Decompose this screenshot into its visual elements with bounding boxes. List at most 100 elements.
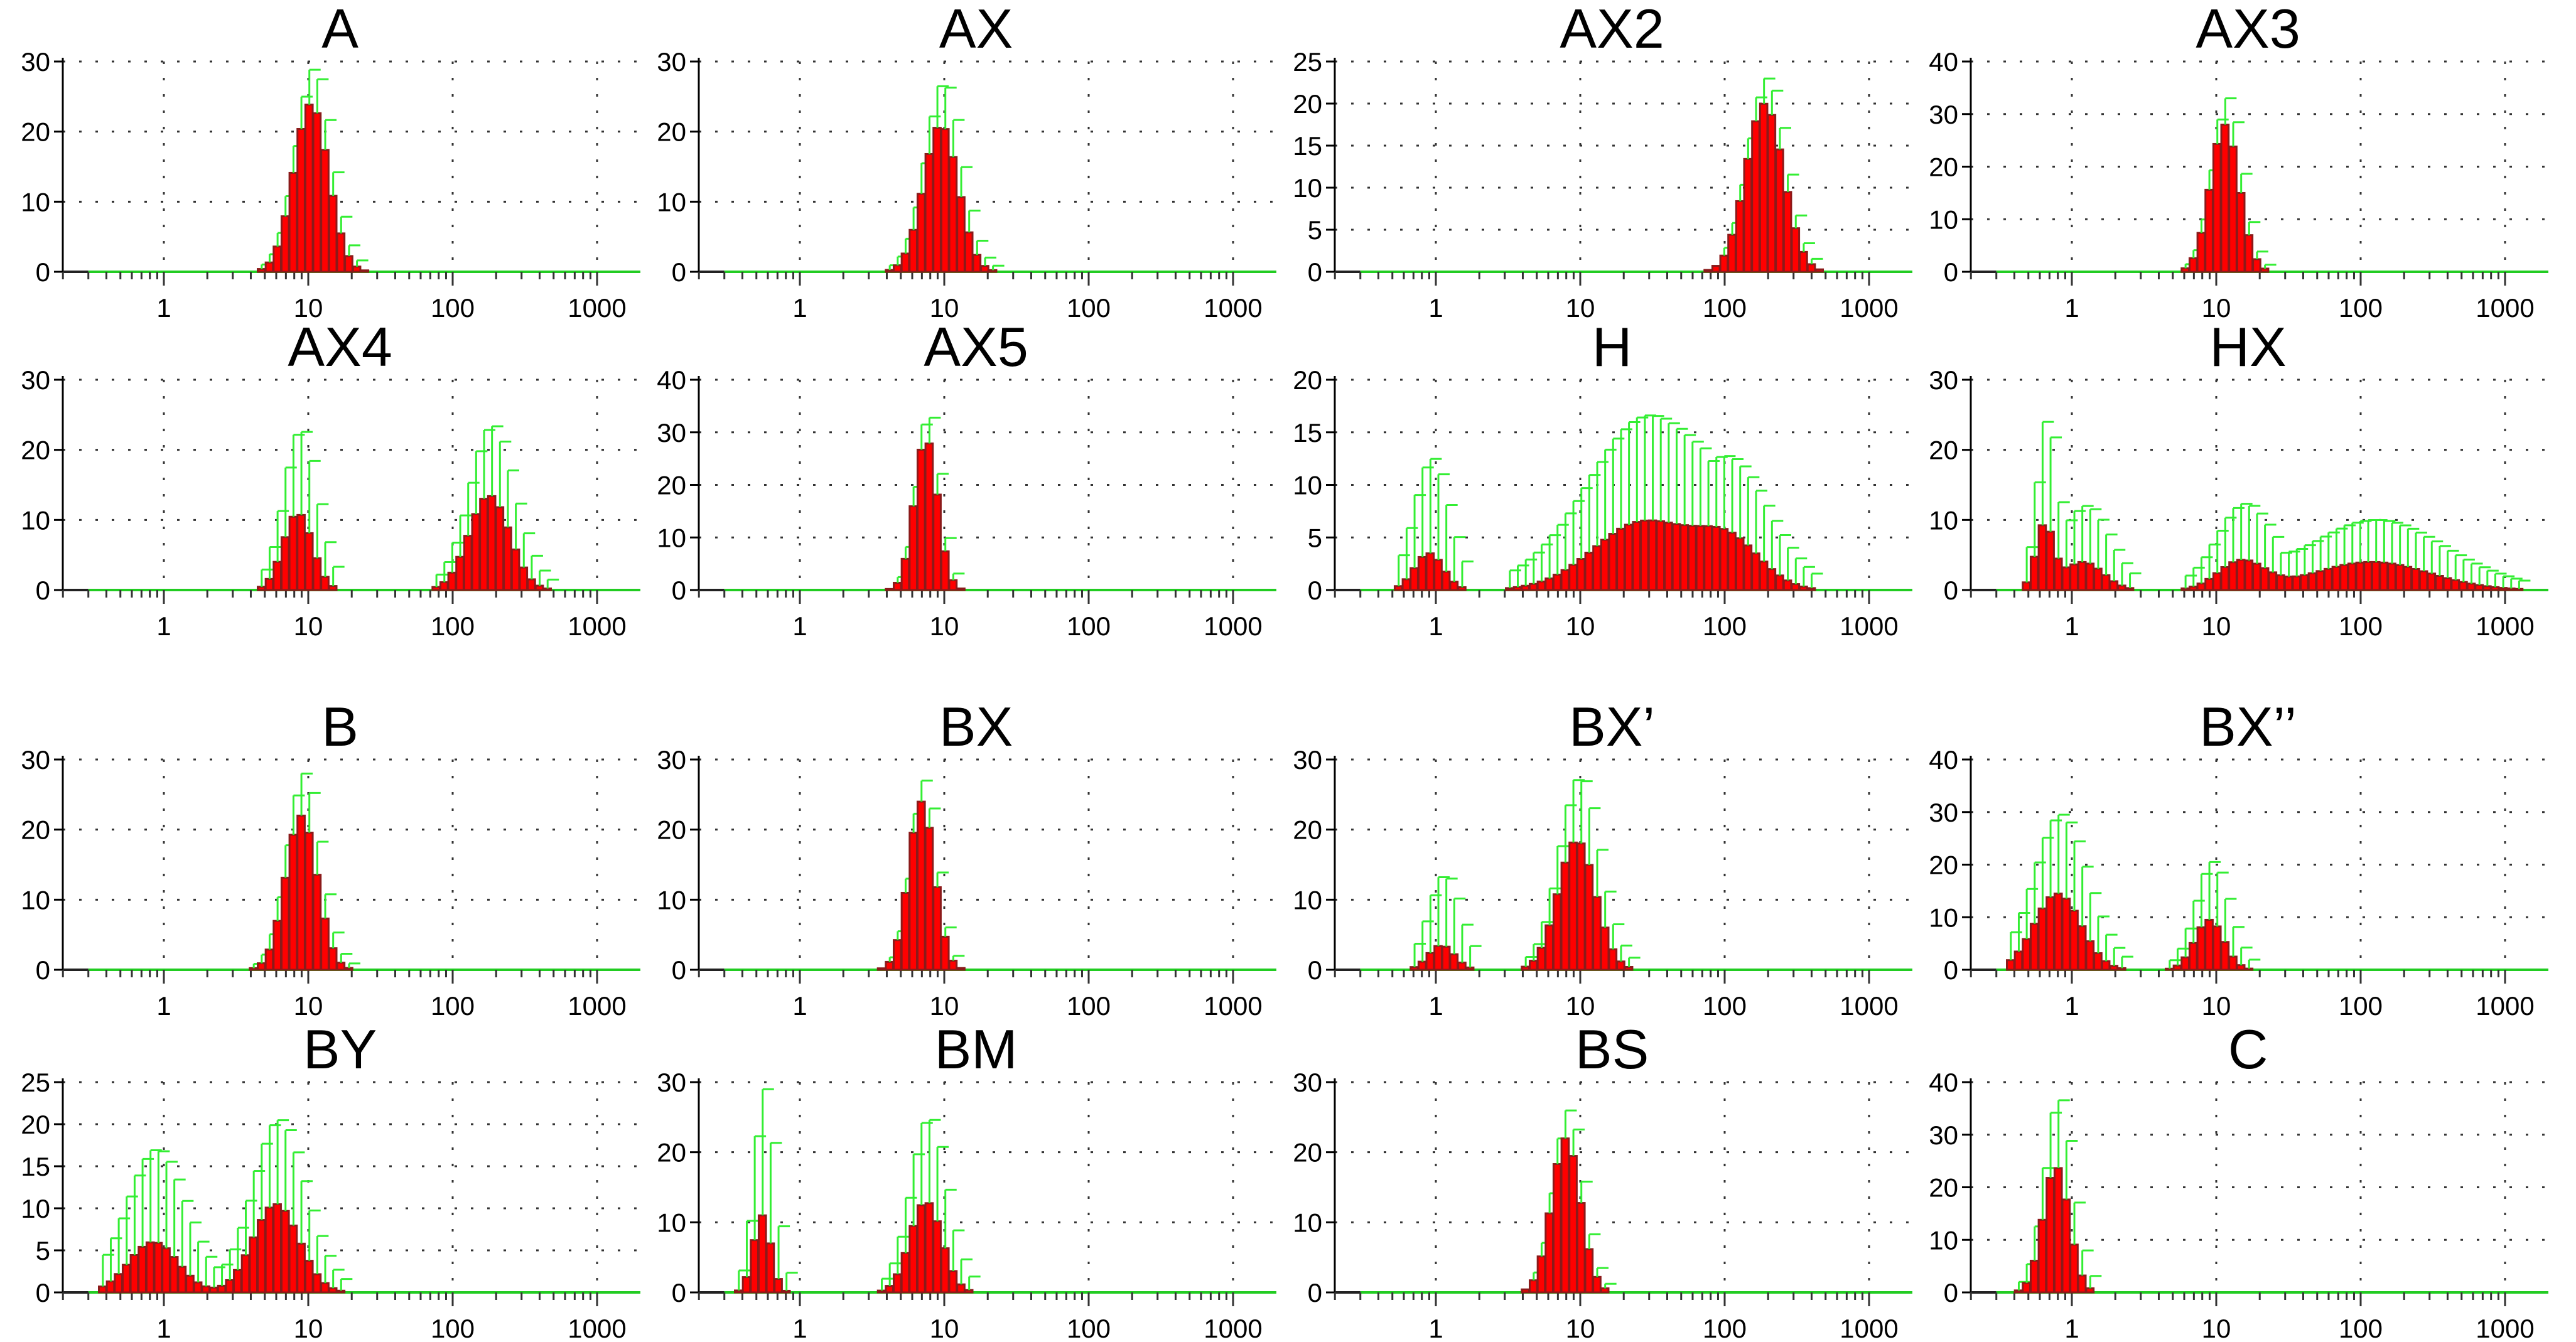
panel-title: HX [2209, 316, 2286, 378]
histogram-bar [2450, 579, 2460, 591]
histogram-bar [153, 1242, 163, 1294]
histogram-bar [1735, 200, 1745, 273]
histogram-bar [344, 255, 353, 273]
histogram-bar [288, 171, 298, 273]
histogram-bar [288, 834, 298, 971]
histogram-bar [264, 948, 274, 971]
histogram-bar [1703, 269, 1713, 273]
x-tick-label: 10 [930, 293, 959, 323]
histogram-bar [1592, 896, 1602, 971]
histogram-bar [2371, 561, 2381, 591]
histogram-bar [1703, 525, 1713, 591]
x-tick-label: 100 [1067, 991, 1111, 1021]
histogram-bar [336, 962, 346, 971]
histogram-bar [1544, 1212, 1554, 1294]
histogram-bar [2506, 588, 2516, 591]
y-tick-label: 20 [1293, 89, 1322, 119]
chart-panel: BY 0 5 10 15 20 25 1 10 100 1000 [21, 1018, 640, 1342]
y-tick-label: 20 [21, 1110, 50, 1139]
histogram-bar [1560, 861, 1570, 971]
histogram-bar [964, 1289, 974, 1294]
histogram-bar [1409, 567, 1419, 591]
x-tick-label: 1000 [568, 1314, 626, 1342]
panel-title: AX2 [1560, 0, 1664, 60]
histogram-bar [916, 800, 926, 971]
histogram-bar [1711, 525, 1721, 591]
x-tick-label: 10 [2202, 293, 2231, 323]
histogram-bar [940, 935, 950, 971]
histogram-bar [1624, 966, 1634, 971]
histogram-bar [1544, 577, 1554, 591]
histogram-bar [2466, 582, 2476, 591]
histogram-bar [2109, 965, 2119, 971]
histogram-bar [114, 1273, 123, 1294]
histogram-bar [1751, 120, 1760, 273]
histogram-bar [2244, 234, 2254, 273]
panel-title: BX [939, 695, 1013, 758]
histogram-bar [201, 1285, 211, 1294]
histogram-bar [1592, 545, 1602, 591]
histogram-bar [249, 1236, 259, 1294]
histogram-bar [2418, 570, 2428, 591]
histogram-bar [463, 535, 473, 591]
x-tick-label: 1000 [1840, 611, 1898, 641]
y-tick-label: 10 [1293, 471, 1322, 500]
histogram-bar [940, 1247, 950, 1294]
y-tick-label: 20 [1293, 1138, 1322, 1168]
histogram-bar [885, 1285, 894, 1294]
histogram-bar [1584, 551, 1594, 591]
histogram-bar [2260, 567, 2270, 591]
x-tick-label: 1 [156, 293, 171, 323]
y-tick-label: 30 [1929, 365, 1958, 395]
histogram-bar [900, 891, 910, 971]
panel-title: AX [939, 0, 1013, 60]
histogram-bar [773, 1278, 783, 1294]
x-tick-label: 1000 [568, 991, 626, 1021]
y-tick-label: 10 [21, 505, 50, 535]
histogram-bar [972, 254, 982, 273]
y-tick-label: 20 [657, 471, 686, 500]
y-tick-label: 0 [1944, 576, 1958, 605]
y-tick-label: 40 [1929, 47, 1958, 77]
y-tick-label: 0 [672, 1278, 686, 1307]
histogram-bar [1457, 586, 1467, 591]
histogram-bar [1632, 521, 1642, 591]
histogram-bar [1465, 966, 1475, 971]
histogram-bar [2022, 938, 2031, 971]
histogram-bar [948, 1270, 958, 1294]
histogram-bar [1799, 585, 1808, 591]
panel-title: A [321, 0, 358, 60]
histogram-bar [2498, 587, 2508, 591]
histogram-bar [1552, 574, 1562, 591]
histogram-bar [1806, 587, 1816, 591]
histogram-bar [2101, 574, 2111, 591]
histogram-bar [2045, 530, 2055, 591]
y-tick-label: 0 [36, 1278, 50, 1307]
chart-panel: AX 0 10 20 30 1 10 100 1000 [657, 0, 1276, 323]
y-tick-label: 15 [1293, 131, 1322, 161]
histogram-bar [2276, 574, 2285, 591]
histogram-bar [2165, 967, 2174, 971]
y-tick-label: 10 [657, 523, 686, 552]
histogram-bar [1743, 544, 1753, 591]
histogram-bar [893, 1273, 902, 1294]
histogram-bar [320, 149, 330, 273]
histogram-bar [916, 193, 926, 273]
histogram-bar [2212, 572, 2222, 591]
histogram-bar [296, 513, 306, 591]
histogram-bar [1409, 966, 1419, 971]
histogram-bar [534, 584, 544, 591]
histogram-bar [2013, 950, 2024, 971]
histogram-bar [328, 1287, 338, 1294]
x-tick-label: 1 [156, 1314, 171, 1342]
histogram-bar [956, 967, 966, 971]
panel-title: BX’ [1569, 695, 1655, 758]
histogram-bar [2037, 524, 2047, 591]
chart-panel: BM 0 10 20 30 1 10 100 1000 [657, 1018, 1276, 1342]
histogram-bar [948, 156, 958, 273]
histogram-bar [304, 1260, 314, 1294]
histogram-bar [1727, 234, 1737, 273]
histogram-bar [1791, 227, 1801, 273]
histogram-bar [161, 1247, 171, 1294]
histogram-bar [1775, 574, 1784, 591]
